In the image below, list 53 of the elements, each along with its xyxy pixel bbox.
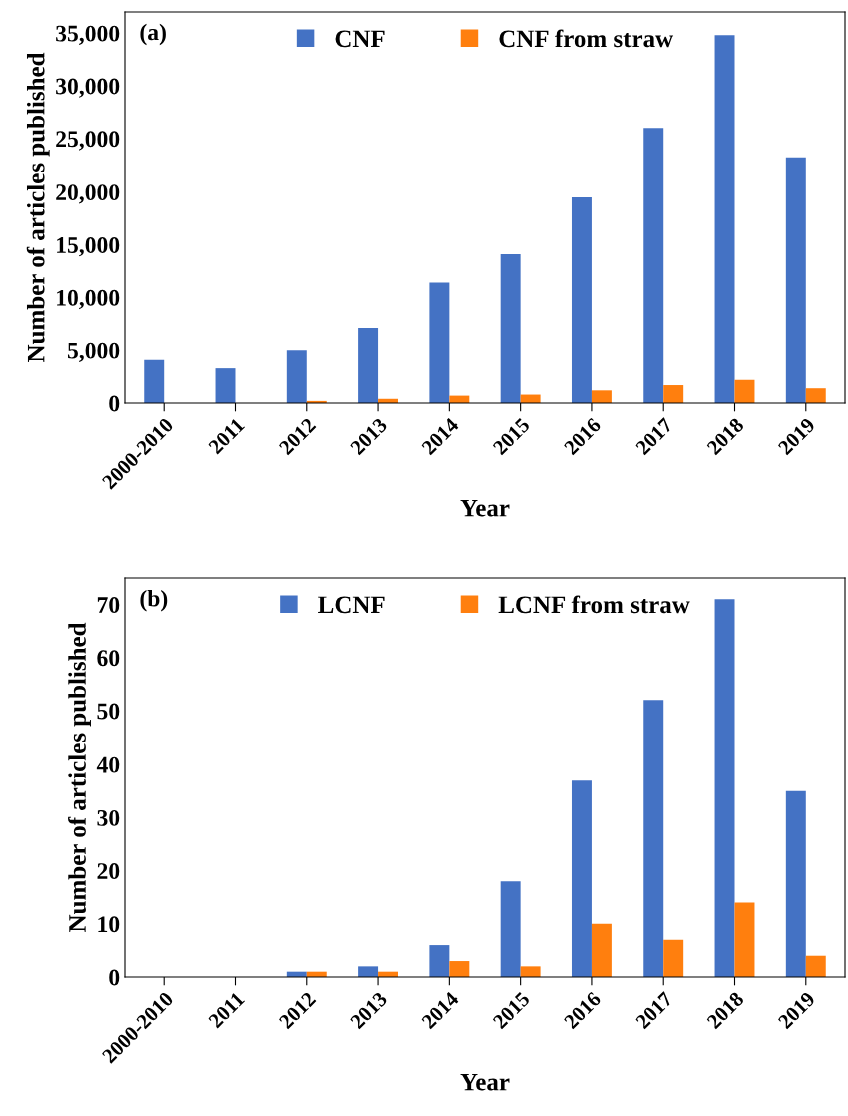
bar: [591, 390, 612, 403]
bar: [571, 780, 592, 977]
y-tick-label: 50: [97, 703, 120, 720]
bar: [286, 350, 307, 403]
bar: [663, 939, 684, 977]
y-tick-label: 15,000: [57, 236, 120, 257]
y-tick-label: 30: [97, 809, 120, 826]
y-tick-label: 35,000: [56, 25, 120, 45]
y-tick-label: 20: [97, 863, 120, 880]
bar: [215, 368, 236, 403]
bar: [734, 902, 755, 977]
y-tick-label: 10,000: [57, 289, 120, 310]
annotation: (b): [140, 589, 168, 612]
y-tick-label: 30,000: [56, 78, 120, 98]
bar: [805, 388, 826, 403]
y-tick-label: 0: [109, 395, 120, 412]
bar: [734, 379, 755, 403]
bar: [785, 157, 806, 403]
bar: [714, 35, 735, 403]
y-tick-label: 0: [109, 969, 120, 986]
bar: [500, 254, 521, 403]
legend-label: LCNF from straw: [498, 595, 690, 614]
bar: [643, 700, 664, 977]
y-tick-label: 40: [96, 756, 120, 773]
legend-label: CNF: [335, 30, 385, 48]
y-tick-label: 70: [97, 597, 120, 614]
bar: [358, 327, 379, 403]
bar: [785, 790, 806, 977]
y-tick-label: 60: [97, 650, 120, 667]
x-axis-title: Year: [460, 1073, 510, 1091]
bar: [805, 955, 826, 977]
bar: [449, 961, 470, 977]
bar: [591, 923, 612, 977]
bar: [144, 359, 165, 403]
bar: [643, 128, 664, 403]
legend-label: LCNF: [318, 596, 385, 614]
y-tick-label: 10: [98, 916, 120, 933]
y-tick-label: 5,000: [67, 342, 120, 363]
legend-label: CNF from straw: [499, 29, 674, 48]
y-axis-title: Number of articles published: [26, 52, 50, 363]
bar: [500, 881, 521, 977]
bar: [520, 966, 541, 977]
x-axis-title: Year: [460, 499, 510, 517]
bar: [429, 282, 450, 403]
bar: [663, 385, 684, 403]
bar: [714, 599, 735, 977]
annotation: (a): [140, 23, 166, 46]
y-tick-label: 25,000: [56, 131, 120, 151]
bar: [429, 945, 450, 977]
y-axis-title: Number of articles published: [68, 622, 91, 933]
bar: [571, 196, 592, 403]
bar: [358, 966, 379, 977]
y-tick-label: 20,000: [56, 184, 120, 204]
